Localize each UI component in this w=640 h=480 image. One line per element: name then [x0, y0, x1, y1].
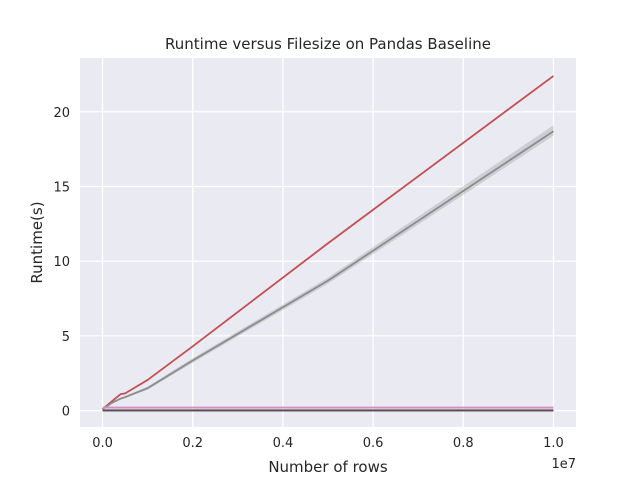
y-tick-label: 5 — [62, 330, 70, 345]
grid — [80, 58, 576, 427]
y-axis-label: Runtime(s) — [28, 201, 46, 283]
x-tick-label: 0.2 — [182, 436, 203, 451]
y-tick-label: 15 — [53, 180, 70, 195]
x-tick-label: 0.0 — [92, 436, 113, 451]
x-tick-label: 0.8 — [453, 436, 474, 451]
chart-title: Runtime versus Filesize on Pandas Baseli… — [165, 35, 491, 53]
x-tick-labels: 0.0 0.2 0.4 0.6 0.8 1.0 — [92, 436, 564, 451]
x-axis-offset-label: 1e7 — [551, 457, 576, 472]
y-tick-label: 20 — [53, 106, 70, 121]
y-tick-label: 0 — [62, 405, 70, 420]
series-0-line — [101, 75, 554, 410]
y-tick-label: 10 — [53, 255, 70, 270]
x-tick-label: 0.6 — [363, 436, 384, 451]
x-tick-label: 1.0 — [543, 436, 564, 451]
x-axis-label: Number of rows — [268, 458, 388, 476]
series-1-line — [102, 130, 554, 410]
series-lines — [101, 75, 554, 412]
x-tick-label: 0.4 — [273, 436, 294, 451]
y-tick-labels: 0 5 10 15 20 — [53, 106, 70, 420]
